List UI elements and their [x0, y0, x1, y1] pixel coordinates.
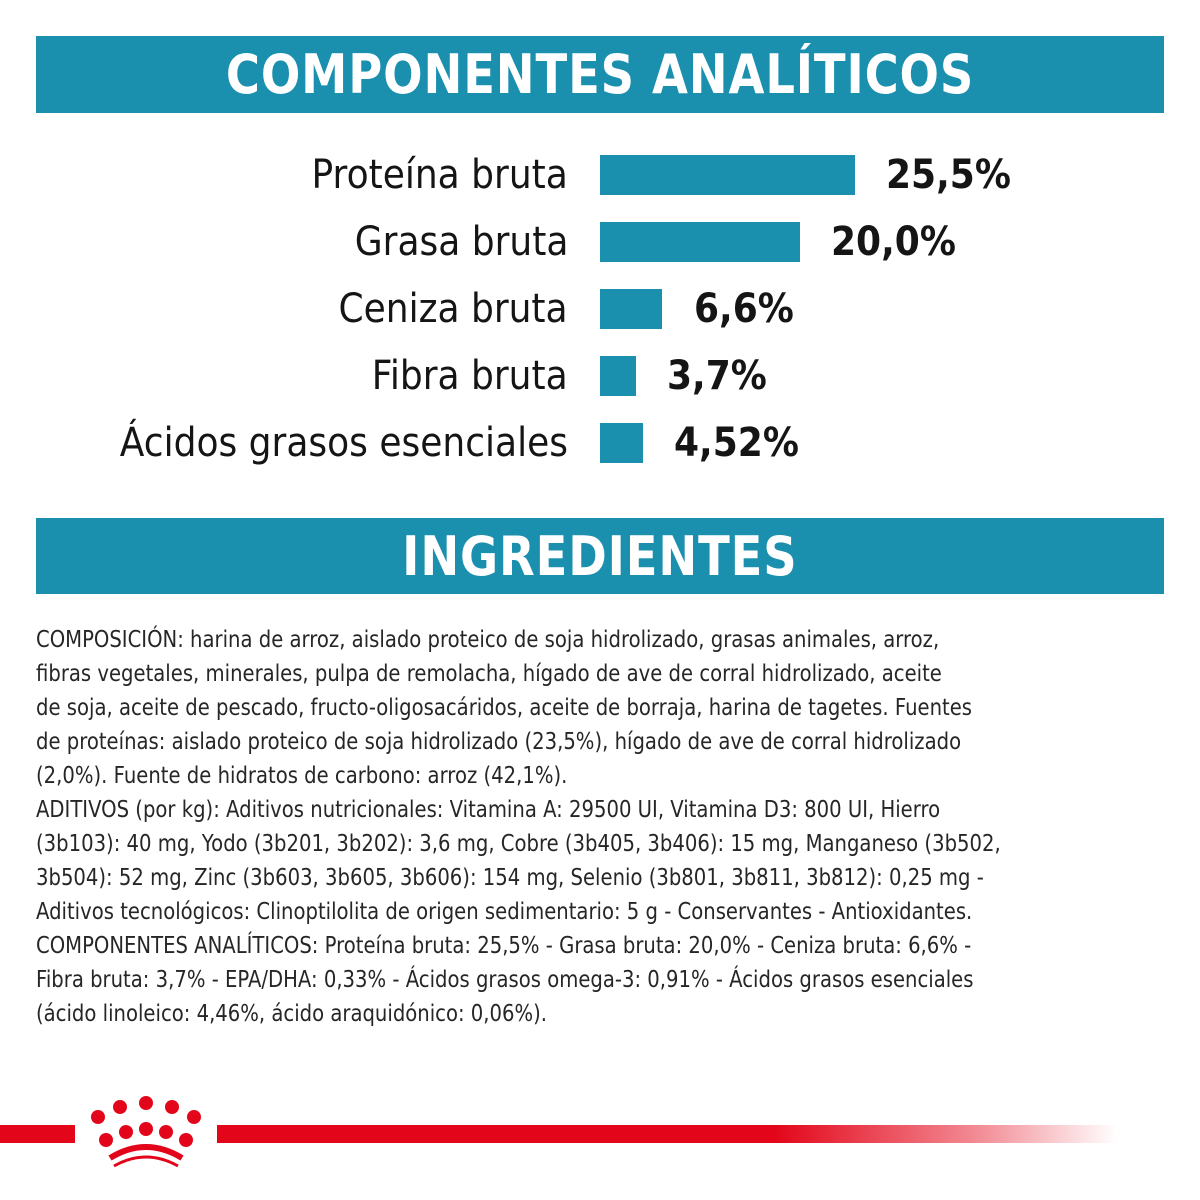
chart-label: Grasa bruta: [354, 219, 568, 265]
chart-label: Ácidos grasos esenciales: [119, 420, 568, 466]
chart-bar: [600, 289, 662, 329]
brand-red-line-right: [217, 1125, 1117, 1143]
ingredients-line: de proteínas: aislado proteico de soja h…: [36, 727, 962, 755]
chart-value: 4,52%: [674, 420, 799, 466]
ingredients-line: (ácido linoleico: 4,46%, ácido araquidón…: [36, 999, 548, 1027]
ingredients-line: ADITIVOS (por kg): Aditivos nutricionale…: [36, 795, 941, 823]
chart-bar: [600, 423, 643, 463]
ingredients-banner: INGREDIENTES: [36, 518, 1164, 594]
ingredients-line: Fibra bruta: 3,7% - EPA/DHA: 0,33% - Áci…: [36, 965, 974, 993]
ingredients-line: (2,0%). Fuente de hidratos de carbono: a…: [36, 761, 568, 789]
analytics-title: COMPONENTES ANALÍTICOS: [225, 43, 975, 106]
chart-value: 6,6%: [694, 286, 794, 332]
chart-bar: [600, 222, 800, 262]
crown-icon: [91, 1096, 201, 1168]
chart-label: Ceniza bruta: [338, 286, 568, 332]
chart-bar: [600, 356, 636, 396]
brand-red-line-left: [0, 1125, 75, 1143]
ingredients-line: COMPONENTES ANALÍTICOS: Proteína bruta: …: [36, 931, 972, 959]
ingredients-line: COMPOSICIÓN: harina de arroz, aislado pr…: [36, 625, 940, 653]
ingredients-line: 3b504): 52 mg, Zinc (3b603, 3b605, 3b606…: [36, 863, 984, 891]
chart-value: 3,7%: [667, 353, 767, 399]
chart-row-fat: Grasa bruta 20,0%: [0, 217, 1200, 267]
analytics-bar-chart: Proteína bruta 25,5% Grasa bruta 20,0% C…: [0, 140, 1200, 480]
chart-row-essential-fatty-acids: Ácidos grasos esenciales 4,52%: [0, 418, 1200, 468]
chart-bar: [600, 155, 855, 195]
chart-value: 20,0%: [831, 219, 956, 265]
analytics-banner: COMPONENTES ANALÍTICOS: [36, 36, 1164, 113]
ingredients-title: INGREDIENTES: [402, 524, 798, 588]
chart-row-fiber: Fibra bruta 3,7%: [0, 351, 1200, 401]
ingredients-line: fibras vegetales, minerales, pulpa de re…: [36, 659, 942, 687]
chart-row-ash: Ceniza bruta 6,6%: [0, 284, 1200, 334]
chart-label: Fibra bruta: [372, 353, 568, 399]
ingredients-line: (3b103): 40 mg, Yodo (3b201, 3b202): 3,6…: [36, 829, 1001, 857]
ingredients-line: de soja, aceite de pescado, fructo-oligo…: [36, 693, 973, 721]
ingredients-text: COMPOSICIÓN: harina de arroz, aislado pr…: [36, 622, 1176, 1030]
chart-value: 25,5%: [886, 152, 1011, 198]
ingredients-line: Aditivos tecnológicos: Clinoptilolita de…: [36, 897, 973, 925]
chart-row-protein: Proteína bruta 25,5%: [0, 150, 1200, 200]
brand-footer: [0, 1090, 1200, 1180]
chart-label: Proteína bruta: [311, 152, 568, 198]
